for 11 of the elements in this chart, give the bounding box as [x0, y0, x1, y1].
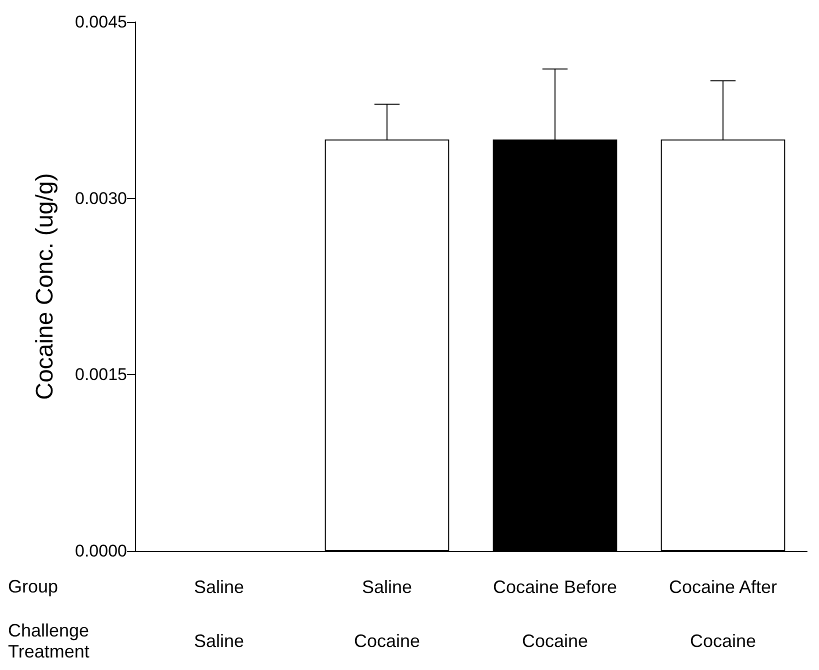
text: Group: [8, 576, 58, 596]
text: Challenge Treatment: [8, 620, 90, 662]
y-tick-label: 0.0000: [75, 542, 127, 560]
y-tick-label: 0.0015: [75, 365, 127, 384]
y-axis-title: Cocaine Conc. (ug/g): [32, 173, 58, 400]
category-label: Saline Cocaine: [354, 577, 420, 651]
y-tick-label: 0.0030: [75, 188, 127, 208]
category-label: Cocaine Before Cocaine: [492, 577, 618, 651]
y-tick-label: 0.0045: [75, 12, 127, 32]
category-label: Cocaine After Cocaine: [668, 577, 778, 651]
category-label: Saline Saline: [194, 577, 244, 651]
